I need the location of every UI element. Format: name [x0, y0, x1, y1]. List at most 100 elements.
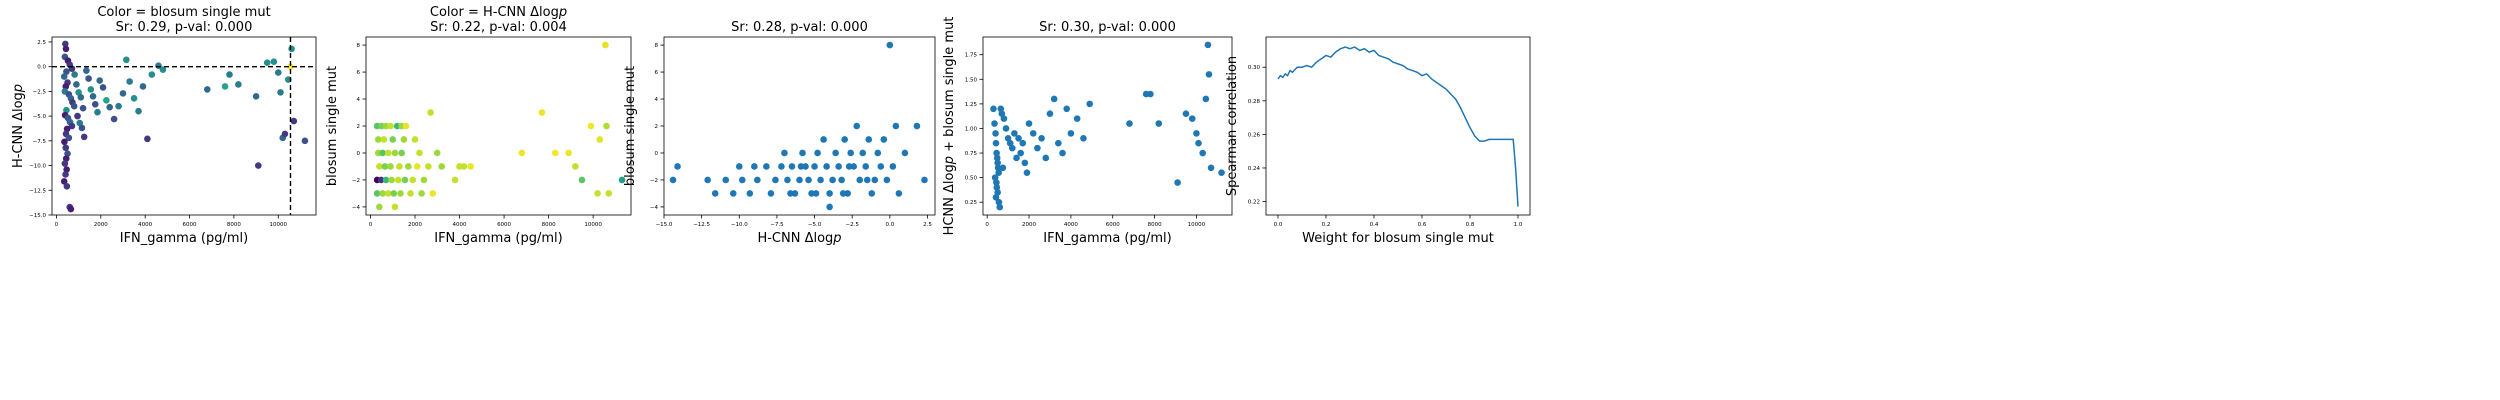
- scatter-point: [75, 89, 82, 96]
- x-tick-label: −10.0: [731, 222, 748, 228]
- scatter-point: [778, 163, 785, 170]
- scatter-point: [221, 83, 229, 90]
- x-tick-label: 2.5: [923, 222, 932, 228]
- scatter-point: [996, 203, 1004, 211]
- x-tick-label: 8000: [1148, 222, 1162, 228]
- data-marks: [669, 41, 928, 211]
- scatter-point: [76, 119, 84, 127]
- y-tick-label: 0.28: [1248, 99, 1261, 105]
- scatter-point: [808, 190, 815, 197]
- scatter-point: [859, 149, 867, 157]
- scatter-point: [1025, 120, 1033, 127]
- scatter-point: [892, 122, 900, 130]
- scatter-point: [409, 176, 417, 184]
- y-axis-label: H-CNN Δlogp: [11, 84, 26, 168]
- scatter-point: [1059, 149, 1066, 157]
- scatter-point: [89, 93, 97, 100]
- scatter-point: [1029, 130, 1037, 137]
- scatter-point: [396, 163, 403, 170]
- scatter-point: [781, 149, 788, 157]
- scatter-point: [823, 163, 830, 170]
- scatter-point: [993, 154, 1001, 162]
- scatter-point: [87, 86, 95, 93]
- x-tick-label: −12.5: [693, 222, 710, 228]
- scatter-point: [995, 198, 1003, 206]
- scatter-point: [301, 137, 309, 145]
- y-tick-label: 1.50: [965, 77, 978, 83]
- x-tick-label: 10000: [270, 222, 288, 228]
- x-tick-label: 0: [55, 222, 59, 228]
- scatter-point: [63, 166, 70, 173]
- scatter-point: [880, 136, 888, 143]
- y-tick-label: 8: [357, 43, 361, 49]
- data-marks: [990, 41, 1225, 211]
- scatter-point: [814, 149, 821, 157]
- scatter-point: [874, 149, 882, 157]
- scatter-point: [995, 169, 1002, 177]
- axes-frame: [51, 36, 317, 216]
- scatter-point: [64, 150, 71, 157]
- scatter-point: [1023, 169, 1031, 177]
- scatter-point: [729, 190, 737, 197]
- scatter-point: [805, 176, 812, 184]
- scatter-point: [288, 45, 295, 53]
- scatter-point: [796, 176, 803, 184]
- data-marks: [1277, 46, 1519, 207]
- scatter-point: [391, 149, 399, 157]
- scatter-point: [1126, 120, 1133, 127]
- scatter-point: [994, 164, 1002, 172]
- scatter-point: [287, 63, 294, 70]
- scatter-point: [401, 176, 409, 184]
- scatter-point: [711, 190, 719, 197]
- scatter-point: [817, 176, 824, 184]
- scatter-point: [1055, 139, 1062, 147]
- x-tick-label: 0.0: [1274, 222, 1283, 228]
- scatter-point: [402, 122, 410, 130]
- scatter-point: [1188, 115, 1196, 122]
- y-tick-label: 1.75: [965, 53, 978, 59]
- scatter-point: [416, 149, 423, 157]
- x-tick-label: −7.5: [770, 222, 784, 228]
- scatter-point: [103, 96, 110, 104]
- scatter-point: [226, 71, 233, 78]
- x-tick-label: 0: [369, 222, 373, 228]
- scatter-point: [1155, 120, 1163, 127]
- scatter-point: [405, 163, 412, 170]
- scatter-point: [596, 136, 604, 143]
- x-tick-label: 0.4: [1370, 222, 1379, 228]
- scatter-point: [61, 160, 69, 167]
- y-tick-label: −4: [352, 205, 361, 211]
- scatter-point: [74, 112, 81, 120]
- scatter-point: [62, 144, 70, 152]
- x-axis-label: IFN_gamma (pg/ml): [434, 231, 562, 246]
- y-tick-label: −4: [650, 205, 659, 211]
- scatter-point: [603, 122, 610, 130]
- scatter-point: [812, 190, 820, 197]
- x-tick-label: 6000: [497, 222, 511, 228]
- scatter-point: [70, 102, 78, 110]
- scatter-point: [235, 81, 242, 88]
- scatter-point: [838, 176, 845, 184]
- scatter-point: [411, 136, 419, 143]
- scatter-point: [61, 138, 68, 146]
- scatter-point: [96, 77, 103, 84]
- scatter-point: [1002, 125, 1010, 132]
- scatter-point: [735, 163, 743, 170]
- scatter-point: [1080, 134, 1087, 142]
- chart-title: Sr: 0.22, p-val: 0.004: [430, 20, 567, 35]
- scatter-point: [767, 190, 775, 197]
- scatter-point: [139, 83, 147, 90]
- x-tick-label: 8000: [227, 222, 241, 228]
- scatter-point: [94, 108, 101, 116]
- chart-panel-3: −15.0 −12.5 −10.0 −7.5 −5.0 −2.5 0.0 2.5 −4 −2 0 2 4…: [623, 20, 936, 246]
- scatter-point: [384, 149, 392, 157]
- scatter-point: [999, 164, 1007, 172]
- scatter-point: [832, 149, 839, 157]
- x-tick-label: 0.6: [1418, 222, 1427, 228]
- scatter-point: [144, 135, 151, 143]
- scatter-point: [1067, 130, 1075, 137]
- scatter-point: [847, 149, 854, 157]
- scatter-point: [451, 176, 459, 184]
- scatter-point: [467, 163, 474, 170]
- scatter-point: [886, 41, 894, 49]
